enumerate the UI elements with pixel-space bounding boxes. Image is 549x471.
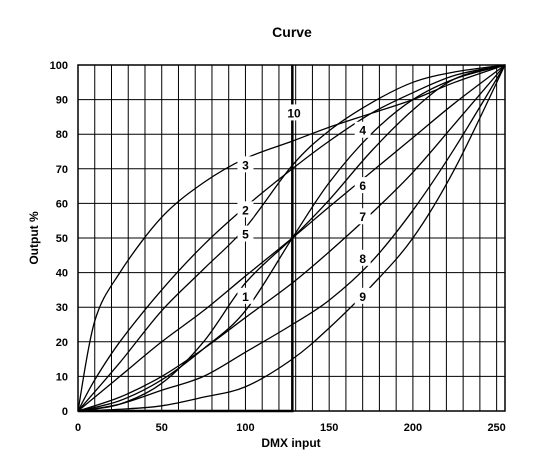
series-4-label-bg xyxy=(354,121,371,138)
series-10-label-bg xyxy=(286,104,303,121)
series-6-label-bg xyxy=(354,177,371,194)
series-2-label: 2 xyxy=(242,203,249,217)
series-6-label: 6 xyxy=(359,179,366,193)
x-axis-label: DMX input xyxy=(261,436,320,450)
x-tick-label: 250 xyxy=(487,422,505,434)
x-tick-label: 200 xyxy=(404,422,422,434)
curve-labels: 1 2 3 4 5 6 7 8 9 10 xyxy=(237,104,371,304)
y-tick-label: 60 xyxy=(56,198,68,210)
series-10-label: 10 xyxy=(287,106,301,120)
chart-title: Curve xyxy=(272,24,312,40)
y-tick-label: 50 xyxy=(56,233,68,245)
series-9-label-bg xyxy=(354,287,371,304)
tick-labels: 0 50 100 150 200 250 0 10 20 30 40 50 60 70 80 90 100 xyxy=(50,60,506,434)
y-tick-label: 0 xyxy=(62,406,68,418)
y-tick-label: 70 xyxy=(56,164,68,176)
series-4-label: 4 xyxy=(359,124,366,138)
series-3-label: 3 xyxy=(242,158,249,172)
y-tick-label: 100 xyxy=(50,60,68,72)
series-8-label-bg xyxy=(354,249,371,266)
y-tick-label: 80 xyxy=(56,129,68,141)
y-tick-label: 20 xyxy=(56,337,68,349)
y-axis-label: Output % xyxy=(27,211,41,265)
series-1-label-bg xyxy=(237,287,254,304)
x-tick-label: 150 xyxy=(320,422,338,434)
series-2-label-bg xyxy=(237,201,254,218)
curves xyxy=(77,64,506,413)
x-tick-label: 50 xyxy=(156,422,168,434)
series-1-label: 1 xyxy=(242,290,249,304)
y-tick-label: 30 xyxy=(56,302,68,314)
series-5-label-bg xyxy=(237,225,254,242)
y-tick-label: 10 xyxy=(56,371,68,383)
series-2-line xyxy=(77,64,506,412)
y-tick-label: 40 xyxy=(56,268,68,280)
series-3-line xyxy=(77,64,506,412)
series-9-line xyxy=(77,64,506,412)
y-tick-label: 90 xyxy=(56,95,68,107)
series-9-label: 9 xyxy=(359,290,366,304)
series-4-line xyxy=(77,64,506,412)
series-5-label: 5 xyxy=(242,228,249,242)
x-tick-label: 0 xyxy=(75,422,81,434)
series-7-label-bg xyxy=(354,208,371,225)
series-8-line xyxy=(77,64,506,412)
plot-frame xyxy=(77,64,506,412)
x-tick-label: 100 xyxy=(236,422,254,434)
series-7-label: 7 xyxy=(359,210,366,224)
series-3-label-bg xyxy=(237,156,254,173)
series-8-label: 8 xyxy=(359,252,366,266)
